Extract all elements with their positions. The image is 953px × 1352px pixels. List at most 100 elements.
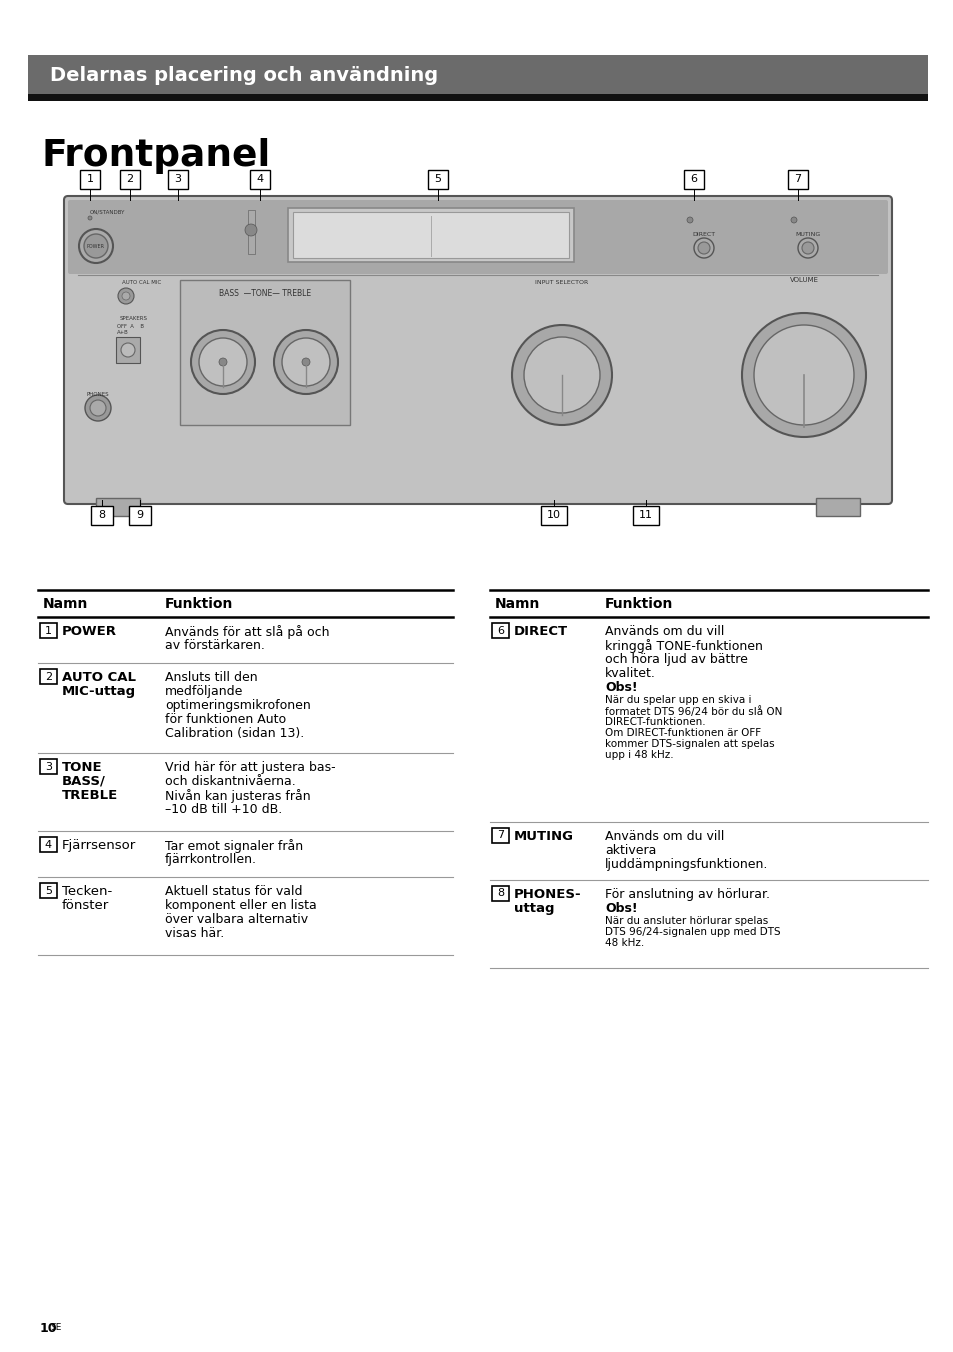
Bar [40, 669, 57, 684]
Circle shape [88, 216, 91, 220]
Bar [288, 208, 574, 262]
Text: 3: 3 [45, 761, 52, 772]
Circle shape [741, 314, 865, 437]
Text: När du spelar upp en skiva i: När du spelar upp en skiva i [604, 695, 751, 704]
Circle shape [79, 228, 112, 264]
Circle shape [199, 338, 247, 387]
Bar [492, 886, 509, 900]
Text: aktivera: aktivera [604, 844, 656, 857]
Text: Om DIRECT-funktionen är OFF: Om DIRECT-funktionen är OFF [604, 727, 760, 738]
Bar [787, 170, 807, 189]
FancyBboxPatch shape [68, 200, 887, 274]
Text: Tecken-: Tecken- [62, 886, 112, 898]
Bar [28, 95, 927, 101]
Bar [428, 170, 448, 189]
Text: och höra ljud av bättre: och höra ljud av bättre [604, 653, 747, 667]
Text: VOLUME: VOLUME [789, 277, 818, 283]
Text: PHONES: PHONES [87, 392, 110, 396]
Text: över valbara alternativ: över valbara alternativ [165, 913, 308, 926]
Text: Används om du vill: Används om du vill [604, 625, 723, 638]
Text: 1: 1 [87, 174, 93, 184]
Text: 4: 4 [256, 174, 263, 184]
Text: MIC-uttag: MIC-uttag [62, 685, 136, 698]
Circle shape [121, 343, 135, 357]
Text: 48 kHz.: 48 kHz. [604, 938, 643, 948]
Circle shape [512, 324, 612, 425]
Text: optimeringsmikrofonen: optimeringsmikrofonen [165, 699, 311, 713]
Circle shape [219, 358, 227, 366]
Text: för funktionen Auto: för funktionen Auto [165, 713, 286, 726]
Text: SPEAKERS: SPEAKERS [120, 315, 148, 320]
Bar [91, 506, 112, 525]
Bar [129, 506, 151, 525]
Bar [293, 212, 568, 258]
Text: Delarnas placering och användning: Delarnas placering och användning [50, 66, 437, 85]
Text: TONE: TONE [62, 761, 103, 773]
Text: DIRECT: DIRECT [514, 625, 568, 638]
Circle shape [686, 218, 692, 223]
Text: fönster: fönster [62, 899, 110, 913]
Text: POWER: POWER [62, 625, 117, 638]
Text: AUTO CAL: AUTO CAL [62, 671, 136, 684]
Bar [28, 55, 927, 101]
Circle shape [797, 238, 817, 258]
Text: Namn: Namn [43, 598, 89, 611]
Text: kvalitet.: kvalitet. [604, 667, 655, 680]
Text: 6: 6 [497, 626, 503, 635]
Text: PHONES-: PHONES- [514, 888, 581, 900]
Bar [40, 883, 57, 898]
Bar [116, 337, 140, 362]
Text: 3: 3 [174, 174, 181, 184]
Circle shape [118, 288, 133, 304]
Text: ON/STANDBY: ON/STANDBY [90, 210, 125, 215]
Bar [96, 498, 140, 516]
Text: DIRECT: DIRECT [692, 231, 715, 237]
Bar [815, 498, 859, 516]
Text: 7: 7 [794, 174, 801, 184]
Text: Ansluts till den: Ansluts till den [165, 671, 257, 684]
Text: POWER: POWER [87, 243, 105, 249]
Circle shape [801, 242, 813, 254]
Text: Används om du vill: Används om du vill [604, 830, 723, 844]
Text: Tar emot signaler från: Tar emot signaler från [165, 840, 303, 853]
Circle shape [245, 224, 256, 237]
Text: 11: 11 [639, 511, 652, 521]
Text: 9: 9 [136, 511, 143, 521]
Bar [540, 506, 566, 525]
Text: DIRECT-funktionen.: DIRECT-funktionen. [604, 717, 705, 727]
Text: kommer DTS-signalen att spelas: kommer DTS-signalen att spelas [604, 740, 774, 749]
Circle shape [790, 218, 796, 223]
Circle shape [693, 238, 713, 258]
Text: Obs!: Obs! [604, 681, 637, 694]
Text: upp i 48 kHz.: upp i 48 kHz. [604, 750, 673, 760]
Text: 2: 2 [127, 174, 133, 184]
Text: MUTING: MUTING [795, 231, 820, 237]
Text: komponent eller en lista: komponent eller en lista [165, 899, 316, 913]
Circle shape [90, 400, 106, 416]
Text: 8: 8 [98, 511, 106, 521]
Text: 1: 1 [45, 626, 52, 635]
Circle shape [191, 330, 254, 393]
Text: MUTING: MUTING [514, 830, 574, 844]
Text: DTS 96/24-signalen upp med DTS: DTS 96/24-signalen upp med DTS [604, 927, 780, 937]
Text: 2: 2 [45, 672, 52, 681]
Bar [120, 170, 140, 189]
Text: –10 dB till +10 dB.: –10 dB till +10 dB. [165, 803, 282, 817]
Text: 10: 10 [40, 1321, 57, 1334]
Circle shape [302, 358, 310, 366]
Circle shape [85, 395, 111, 420]
Bar [492, 623, 509, 638]
Text: Nivån kan justeras från: Nivån kan justeras från [165, 790, 311, 803]
Text: formatet DTS 96/24 bör du slå ON: formatet DTS 96/24 bör du slå ON [604, 706, 781, 717]
Text: Fjärrsensor: Fjärrsensor [62, 840, 136, 852]
Circle shape [698, 242, 709, 254]
Text: kringgå TONE-funktionen: kringgå TONE-funktionen [604, 639, 762, 653]
Text: BASS  —TONE— TREBLE: BASS —TONE— TREBLE [218, 288, 311, 297]
Circle shape [282, 338, 330, 387]
Bar [40, 758, 57, 773]
Bar [180, 280, 350, 425]
Text: 4: 4 [45, 840, 52, 849]
Text: uttag: uttag [514, 902, 554, 915]
Text: Funktion: Funktion [604, 598, 673, 611]
Text: För anslutning av hörlurar.: För anslutning av hörlurar. [604, 888, 769, 900]
